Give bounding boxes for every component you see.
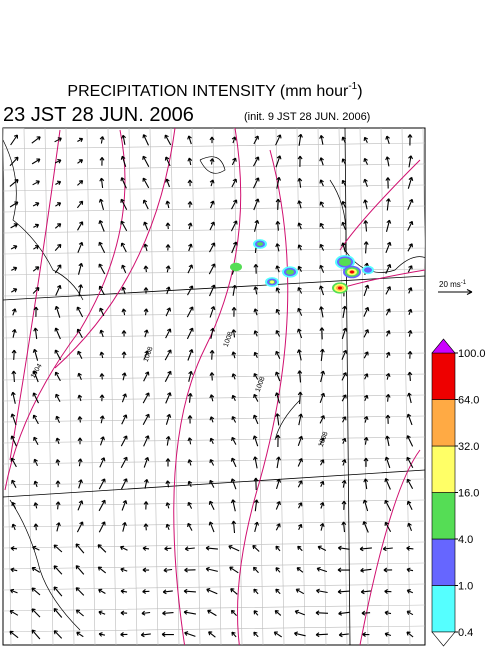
isobar-label: 1008 [223, 331, 235, 348]
isobar-label: 1008 [318, 431, 330, 448]
title-text: PRECIPITATION INTENSITY (mm hour [67, 83, 349, 100]
colorbar-segment [431, 399, 456, 447]
wind-label-sup: -1 [461, 280, 467, 286]
isobar-label: 1008 [255, 376, 267, 393]
colorbar-label: 4.0 [458, 534, 473, 546]
precip-area [350, 270, 354, 274]
colorbar-segment [431, 445, 456, 493]
isobar-label: 1008 [143, 346, 155, 363]
precip-area [257, 242, 263, 246]
colorbar-label: 0.4 [458, 627, 473, 639]
colorbar-segment [431, 538, 456, 586]
precip-area [286, 269, 294, 275]
title: PRECIPITATION INTENSITY (mm hour-1) [67, 81, 362, 100]
map-frame [2, 127, 426, 646]
wind-arrows [9, 133, 414, 640]
legend-arrowhead [466, 289, 473, 295]
title-end: ) [357, 83, 362, 100]
grid [3, 128, 425, 645]
colorbar: 0.4 1.0 4.0 16.0 32.0 64.0 100.0 [431, 338, 486, 647]
colorbar-segment [431, 585, 456, 633]
init-time: (init. 9 JST 28 JUN. 2006) [244, 111, 370, 123]
colorbar-label: 1.0 [458, 581, 473, 593]
colorbar-label: 32.0 [458, 441, 479, 453]
lat-lon-major [3, 128, 425, 645]
precip-area [270, 280, 274, 284]
colorbar-label: 64.0 [458, 395, 479, 407]
valid-time: 23 JST 28 JUN. 2006 [3, 104, 194, 126]
colorbar-label: 100.0 [458, 348, 486, 360]
precip-area [338, 286, 342, 290]
precip-area [364, 267, 372, 273]
colorbar-label: 16.0 [458, 488, 479, 500]
colorbar-segment [431, 492, 456, 540]
colorbar-segment [431, 352, 456, 400]
precip-area [339, 258, 351, 266]
title-sup: -1 [348, 81, 357, 92]
wind-legend: 20 ms-1 [438, 280, 473, 295]
precip-area [230, 262, 242, 272]
colorbar-over [431, 338, 456, 354]
colorbar-under [431, 631, 456, 647]
wind-label-text: 20 ms [439, 280, 461, 289]
wind-legend-label: 20 ms-1 [439, 280, 467, 289]
